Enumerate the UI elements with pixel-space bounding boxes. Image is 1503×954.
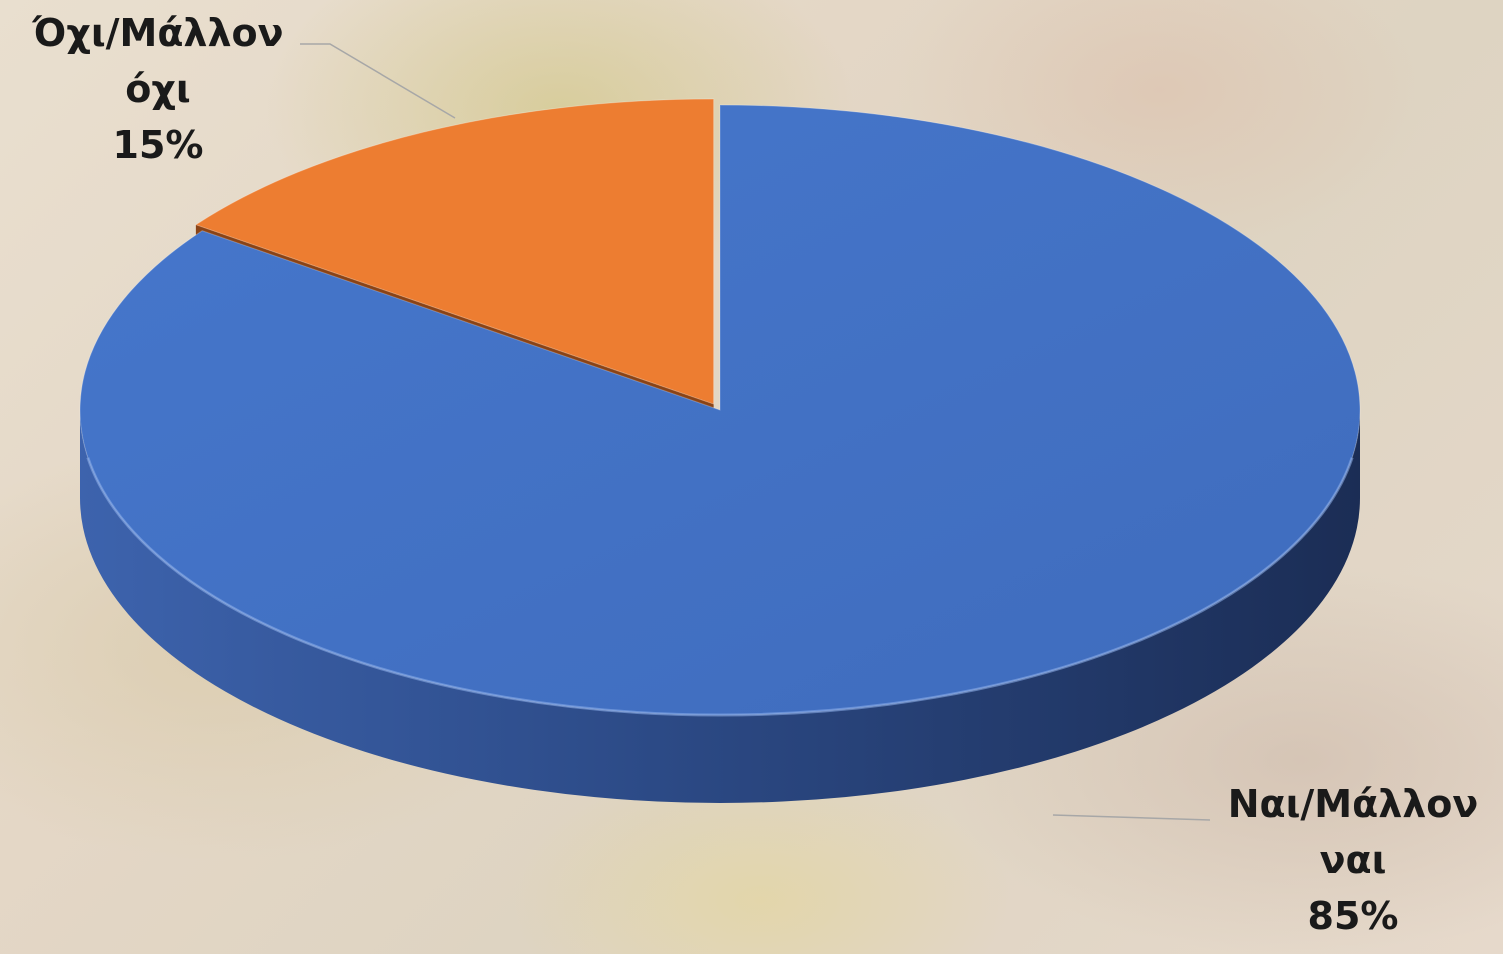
data-label-nai: Ναι/Μάλλον ναι 85% xyxy=(1208,776,1498,944)
data-label-ochi-line2: όχι xyxy=(125,67,191,111)
data-label-ochi-line1: Όχι/Μάλλον xyxy=(32,11,284,55)
leader-line-ochi xyxy=(300,43,456,119)
data-label-ochi: Όχι/Μάλλον όχι 15% xyxy=(8,5,308,173)
leader-line-nai xyxy=(1052,814,1211,821)
pie-rim-highlight xyxy=(86,457,1354,717)
data-label-ochi-percent: 15% xyxy=(112,123,204,167)
data-label-nai-line2: ναι xyxy=(1319,838,1387,882)
pie-slice-ochi xyxy=(194,98,715,405)
data-label-nai-line1: Ναι/Μάλλον xyxy=(1227,782,1479,826)
pie-side-nai xyxy=(80,410,1360,803)
data-label-nai-percent: 85% xyxy=(1307,894,1399,938)
